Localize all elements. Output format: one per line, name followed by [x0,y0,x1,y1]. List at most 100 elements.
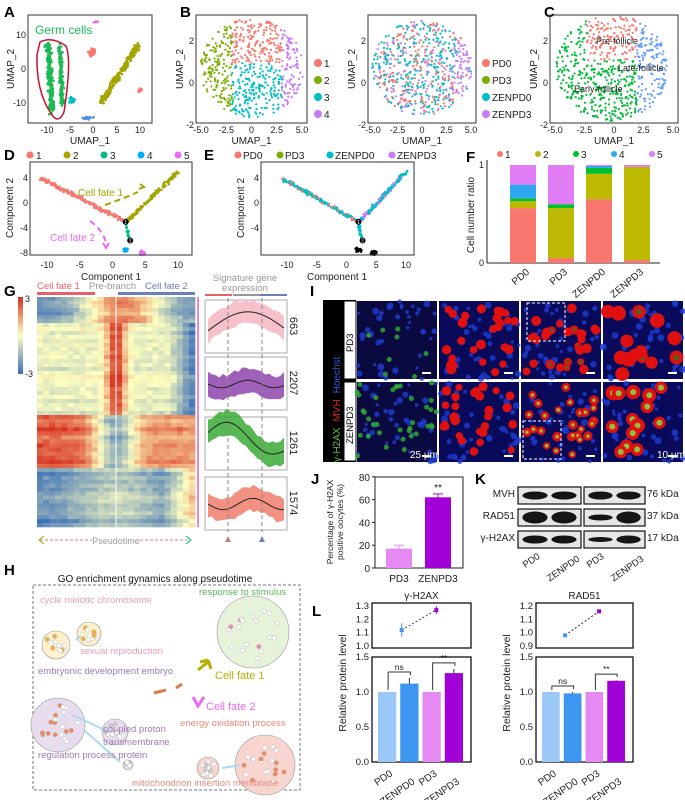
heatmap-cell [188,335,196,340]
heatmap-cell [140,351,147,356]
data-point [301,75,304,78]
data-point [382,46,385,50]
heatmap-cell [116,443,123,448]
x-tick: 10 [135,125,145,135]
data-point [222,33,225,36]
heatmap-cell [146,311,153,316]
heatmap-cell [122,319,129,324]
heatmap-cell [152,308,159,313]
data-point [427,97,430,101]
heatmap-cell [49,468,56,473]
heatmap-cell [182,407,190,412]
data-point [400,73,403,76]
data-point [283,29,286,32]
heatmap-cell [188,367,196,372]
y-tick: -2 [540,120,548,130]
heatmap-cell [79,367,86,372]
data-point [205,88,208,91]
heatmap-cell [73,411,80,416]
data-point [394,58,397,61]
heatmap-cell [79,315,86,320]
heatmap-cell [67,475,74,481]
data-point [286,44,289,47]
data-point [608,51,611,55]
heatmap-cell [85,443,92,448]
data-point [70,96,74,100]
heatmap-cell [103,359,111,364]
data-point [240,47,243,50]
data-point [416,87,419,90]
heatmap-cell [140,304,147,309]
heatmap-cell [55,308,62,313]
heatmap-cell [134,439,141,444]
data-point [228,34,231,37]
data-point [388,100,391,103]
data-point [372,58,376,61]
heatmap-cell [37,323,44,328]
data-point [286,92,289,95]
heatmap-cell [37,491,44,496]
data-point [247,24,250,27]
data-point [225,32,228,35]
data-point [107,212,110,215]
data-point [610,70,613,74]
data-point [268,99,271,102]
data-point [258,87,261,91]
heatmap-cell [73,431,80,436]
data-point [259,43,262,46]
data-point [227,84,230,87]
heatmap-cell [140,483,147,488]
heatmap-cell [122,459,129,465]
heatmap-cell [85,415,92,420]
heatmap-cell [85,491,92,496]
data-point [603,24,606,27]
heatmap-cell [49,395,56,400]
heatmap-cell [97,343,105,348]
heatmap-cell [152,300,159,305]
data-point [409,60,412,63]
data-point [634,96,637,99]
heatmap-cell [43,447,50,452]
heatmap-cell [73,379,80,384]
data-point [402,92,405,95]
heatmap-cell [146,451,153,457]
data-point [136,49,140,52]
data-point [433,112,436,115]
data-point [250,92,253,95]
plot-frame [367,14,477,124]
heatmap-cell [134,383,141,388]
data-point [630,95,633,98]
data-point [216,81,219,84]
heatmap-cell [146,319,153,324]
data-point [48,70,52,73]
data-point [54,184,57,187]
data-point [281,89,284,92]
data-point [216,79,219,82]
data-point [583,48,586,51]
data-point [588,29,592,32]
legend-label: 3 [581,150,587,161]
data-point [404,51,408,54]
data-point [259,59,263,63]
data-point [295,56,298,59]
data-point [113,77,117,81]
data-point [641,56,645,59]
heatmap-cell [140,347,147,352]
heatmap-cell [103,451,111,457]
data-point [378,68,381,71]
data-point [61,51,64,54]
data-point [289,66,293,69]
heatmap-cell [176,447,184,452]
heatmap-cell [73,407,80,412]
data-point [293,51,296,54]
heatmap-cell [109,399,117,404]
data-point [242,36,245,39]
heatmap-cell [140,300,147,305]
heatmap-cell [122,304,129,309]
data-point [218,45,221,49]
heatmap-cell [67,471,74,477]
heatmap-cell [128,315,135,320]
data-point [605,79,608,82]
data-point [627,29,630,32]
heatmap-cell [109,475,117,481]
